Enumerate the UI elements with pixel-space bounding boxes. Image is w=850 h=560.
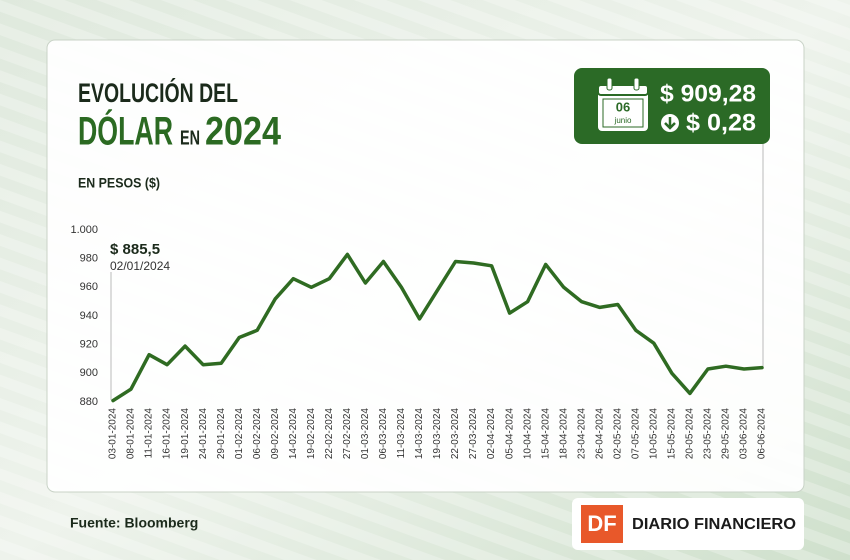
x-tick-label: 03-06-2024	[739, 408, 750, 460]
x-tick-label: 07-05-2024	[630, 408, 641, 460]
logo-text: DIARIO FINANCIERO	[632, 516, 796, 533]
calendar-ring	[633, 77, 640, 91]
title-year: 2024	[205, 110, 282, 154]
x-tick-label: 20-05-2024	[685, 408, 696, 460]
calendar-top	[597, 84, 649, 96]
x-tick-label: 18-04-2024	[558, 408, 569, 460]
x-tick-label: 14-03-2024	[414, 408, 425, 460]
source: Fuente: Bloomberg	[70, 515, 198, 531]
calendar-ring	[606, 77, 613, 91]
calendar-month: junio	[614, 116, 632, 125]
y-tick-label: 1.000	[70, 224, 98, 236]
x-tick-label: 10-05-2024	[648, 408, 659, 460]
x-tick-label: 27-03-2024	[468, 408, 479, 460]
x-tick-label: 23-05-2024	[703, 408, 714, 460]
y-tick-label: 880	[80, 396, 98, 408]
x-tick-label: 29-01-2024	[216, 408, 227, 460]
x-tick-label: 22-03-2024	[450, 408, 461, 460]
calendar-icon	[598, 85, 648, 131]
y-tick-label: 960	[80, 281, 98, 293]
x-tick-label: 11-01-2024	[144, 408, 155, 459]
change: $ 0,28	[686, 109, 756, 136]
logo-mark: DF	[587, 511, 616, 536]
x-tick-label: 09-02-2024	[270, 408, 281, 460]
x-tick-label: 11-03-2024	[396, 408, 407, 459]
y-tick-label: 980	[80, 253, 98, 265]
card	[46, 39, 805, 493]
y-tick-label: 920	[80, 339, 98, 351]
x-tick-label: 02-04-2024	[486, 408, 497, 460]
y-tick-label: 940	[80, 310, 98, 322]
x-tick-label: 14-02-2024	[288, 408, 299, 460]
x-tick-label: 06-03-2024	[378, 408, 389, 460]
title-line1: EVOLUCIÓN DEL	[78, 77, 238, 108]
x-tick-label: 26-04-2024	[594, 408, 605, 460]
x-tick-label: 10-04-2024	[522, 408, 533, 460]
y-axis-label: EN PESOS ($)	[78, 175, 160, 191]
annotation-date: 02/01/2024	[110, 259, 170, 273]
x-tick-label: 06-02-2024	[252, 408, 263, 460]
x-tick-label: 23-04-2024	[576, 408, 587, 460]
annotation-value: $ 885,5	[110, 241, 160, 258]
x-tick-label: 19-03-2024	[432, 408, 443, 460]
x-tick-label: 01-02-2024	[234, 408, 245, 460]
price: $ 909,28	[660, 80, 756, 107]
x-tick-label: 19-02-2024	[306, 408, 317, 460]
title-word: DÓLAR	[78, 108, 173, 154]
line	[111, 252, 764, 403]
x-tick-label: 02-05-2024	[612, 408, 623, 460]
x-tick-label: 15-04-2024	[540, 408, 551, 460]
x-tick-label: 08-01-2024	[126, 408, 137, 460]
x-tick-label: 05-04-2024	[504, 408, 515, 460]
x-tick-label: 16-01-2024	[162, 408, 173, 460]
x-tick-label: 24-01-2024	[198, 408, 209, 460]
title-word: EN	[180, 127, 200, 149]
x-tick-label: 22-02-2024	[324, 408, 335, 460]
x-tick-label: 15-05-2024	[667, 408, 678, 460]
calendar-frame	[602, 98, 644, 128]
y-tick-label: 900	[80, 367, 98, 379]
x-tick-label: 06-06-2024	[757, 408, 768, 460]
x-tick-label: 27-02-2024	[342, 408, 353, 460]
x-tick-label: 29-05-2024	[721, 408, 732, 460]
logo-box	[572, 498, 804, 550]
calendar-day: 06	[616, 99, 630, 114]
x-tick-label: 19-01-2024	[180, 408, 191, 460]
x-tick-label: 01-03-2024	[360, 408, 371, 460]
x-tick-label: 03-01-2024	[108, 408, 119, 460]
down-arrow	[664, 117, 676, 130]
logo-square	[581, 505, 623, 543]
